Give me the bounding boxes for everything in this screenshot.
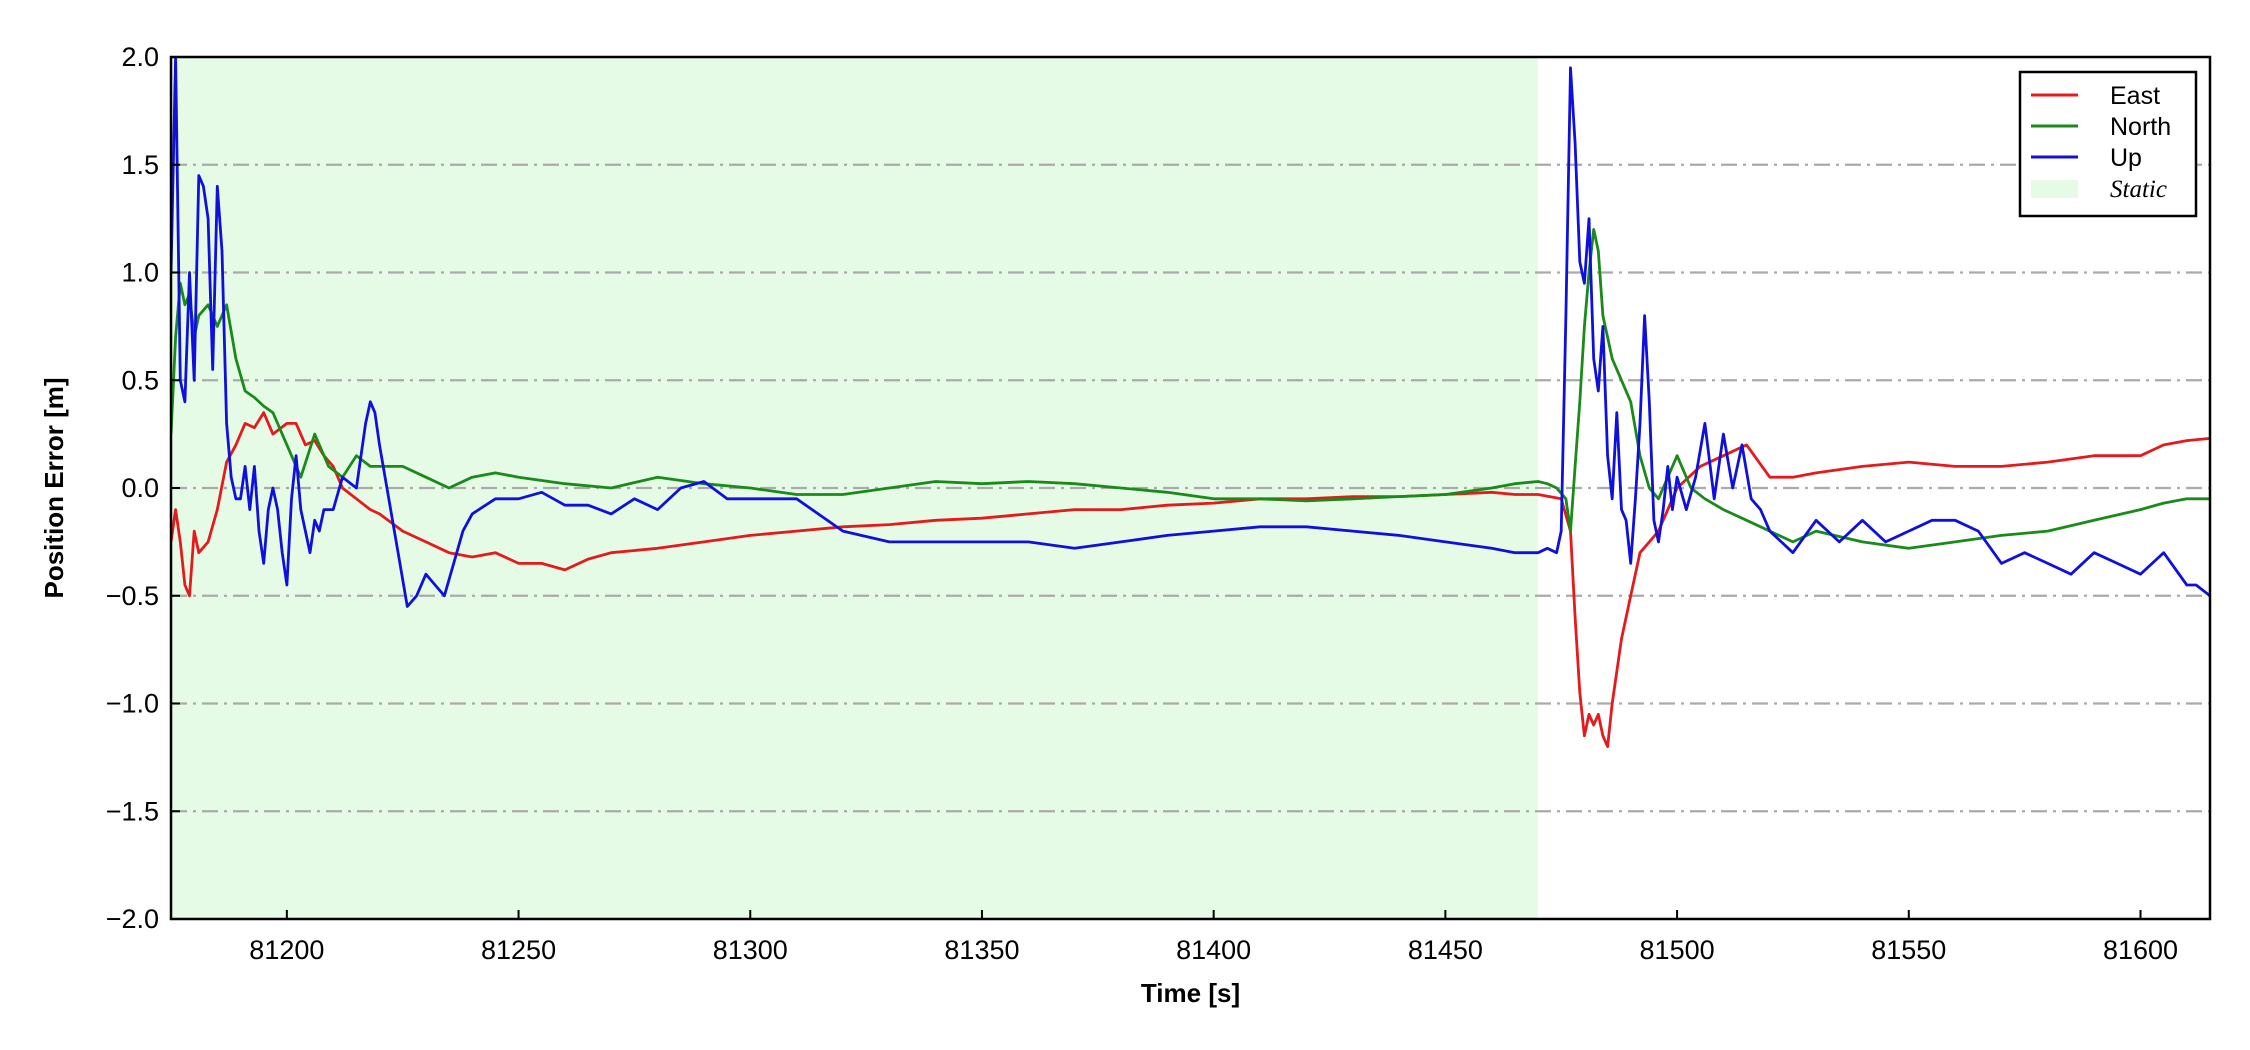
x-tick-label: 81450 bbox=[1408, 935, 1483, 965]
x-tick-label: 81550 bbox=[1871, 935, 1946, 965]
x-tick-label: 81500 bbox=[1640, 935, 1715, 965]
legend-label-north: North bbox=[2110, 113, 2171, 141]
y-tick-label: 0.0 bbox=[121, 473, 159, 503]
x-tick-label: 81300 bbox=[713, 935, 788, 965]
x-tick-label: 81250 bbox=[481, 935, 556, 965]
y-axis-label: Position Error [m] bbox=[39, 377, 69, 598]
x-tick-label: 81400 bbox=[1176, 935, 1251, 965]
legend: East North Up Static bbox=[2018, 70, 2198, 218]
series-line-up bbox=[171, 57, 2210, 608]
y-axis-ticks: −2.0 −1.5 −1.0 −0.5 0.0 0.5 1.0 1.5 2.0 bbox=[106, 42, 180, 934]
y-tick-label: −1.0 bbox=[106, 689, 159, 719]
y-tick-label: 0.5 bbox=[121, 365, 159, 395]
legend-swatch-static bbox=[2031, 180, 2078, 198]
legend-label-up: Up bbox=[2110, 144, 2142, 172]
legend-label-east: East bbox=[2110, 82, 2160, 110]
x-tick-label: 81200 bbox=[249, 935, 324, 965]
y-tick-label: 2.0 bbox=[121, 42, 159, 72]
series-line-north bbox=[171, 227, 2210, 550]
legend-label-static: Static bbox=[2110, 176, 2167, 203]
y-tick-label: −2.0 bbox=[106, 904, 159, 934]
series-line-east bbox=[171, 411, 2210, 748]
series-lines bbox=[171, 57, 2210, 748]
y-tick-label: −1.5 bbox=[106, 796, 159, 826]
y-tick-label: 1.0 bbox=[121, 258, 159, 288]
y-tick-label: −0.5 bbox=[106, 581, 159, 611]
x-axis-label: Time [s] bbox=[1141, 978, 1240, 1008]
x-tick-label: 81350 bbox=[944, 935, 1019, 965]
x-tick-label: 81600 bbox=[2103, 935, 2178, 965]
x-axis-ticks: 81200 81250 81300 81350 81400 81450 81500 81550… bbox=[249, 910, 2178, 965]
y-tick-label: 1.5 bbox=[121, 150, 159, 180]
